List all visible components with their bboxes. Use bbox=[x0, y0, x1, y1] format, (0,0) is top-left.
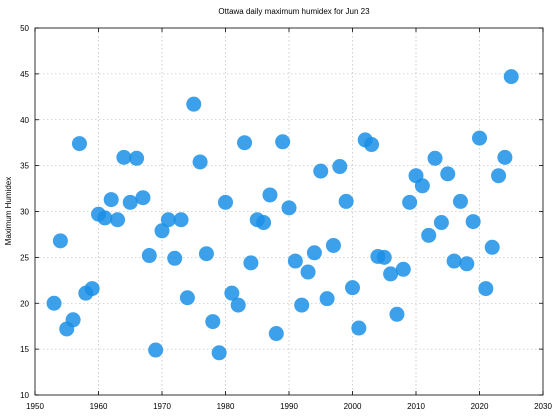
data-point bbox=[84, 281, 100, 297]
data-point bbox=[230, 297, 246, 313]
data-point bbox=[52, 233, 68, 249]
data-point bbox=[154, 223, 170, 239]
data-point bbox=[198, 246, 214, 262]
data-point bbox=[440, 166, 456, 182]
data-point bbox=[319, 291, 335, 307]
y-tick-label: 35 bbox=[20, 162, 29, 171]
data-point bbox=[110, 212, 126, 228]
data-point bbox=[421, 227, 437, 243]
data-point bbox=[497, 149, 513, 165]
data-point bbox=[345, 280, 360, 296]
data-point bbox=[300, 264, 316, 280]
data-point bbox=[351, 320, 367, 336]
data-points bbox=[46, 69, 519, 361]
data-point bbox=[179, 290, 195, 306]
data-point bbox=[46, 295, 62, 311]
data-point bbox=[376, 249, 392, 265]
data-point bbox=[192, 154, 208, 170]
y-tick-label: 15 bbox=[20, 345, 29, 354]
y-tick-label: 45 bbox=[20, 70, 29, 79]
data-point bbox=[103, 192, 119, 208]
x-tick-label: 1950 bbox=[26, 402, 44, 411]
data-point bbox=[256, 215, 272, 231]
data-point bbox=[186, 96, 202, 112]
chart-title: Ottawa daily maximum humidex for Jun 23 bbox=[218, 7, 370, 16]
data-point bbox=[389, 306, 405, 322]
data-point bbox=[281, 200, 297, 216]
x-tick-label: 1990 bbox=[280, 402, 298, 411]
data-point bbox=[465, 214, 481, 230]
data-point bbox=[459, 256, 475, 272]
x-tick-label: 2010 bbox=[407, 402, 425, 411]
data-point bbox=[160, 212, 176, 228]
data-point bbox=[65, 312, 81, 328]
data-point bbox=[148, 342, 164, 358]
axis-ticks: 1950 1960 1970 1980 1990 2000 2010 2020 20301015… bbox=[20, 24, 552, 411]
data-point bbox=[338, 193, 354, 209]
data-point bbox=[452, 193, 468, 209]
y-tick-label: 40 bbox=[20, 116, 29, 125]
y-tick-label: 30 bbox=[20, 208, 29, 217]
data-point bbox=[97, 210, 113, 226]
y-tick-label: 25 bbox=[20, 253, 29, 262]
data-point bbox=[294, 297, 310, 313]
data-point bbox=[402, 194, 418, 210]
x-tick-label: 1980 bbox=[217, 402, 235, 411]
x-tick-label: 2000 bbox=[344, 402, 362, 411]
data-point bbox=[484, 239, 500, 255]
data-point bbox=[427, 150, 443, 166]
y-axis-label: Maximum Humidex bbox=[4, 177, 13, 245]
grid-lines bbox=[35, 28, 543, 395]
data-point bbox=[306, 245, 322, 261]
x-tick-label: 1970 bbox=[153, 402, 171, 411]
data-point bbox=[503, 69, 519, 85]
data-point bbox=[141, 248, 157, 264]
y-tick-label: 50 bbox=[20, 24, 29, 33]
data-point bbox=[383, 266, 399, 282]
data-point bbox=[446, 253, 462, 269]
data-point bbox=[116, 149, 132, 165]
x-tick-label: 2030 bbox=[534, 402, 552, 411]
y-tick-label: 10 bbox=[20, 391, 29, 400]
data-point bbox=[218, 194, 233, 210]
y-tick-label: 20 bbox=[20, 299, 29, 308]
data-point bbox=[364, 137, 380, 153]
data-point bbox=[472, 130, 487, 146]
data-point bbox=[332, 159, 348, 175]
data-point bbox=[211, 345, 227, 361]
data-point bbox=[135, 190, 151, 206]
data-point bbox=[313, 163, 329, 179]
data-point bbox=[325, 237, 341, 253]
data-point bbox=[224, 285, 240, 301]
data-point bbox=[414, 178, 430, 194]
data-point bbox=[287, 253, 303, 269]
data-point bbox=[243, 255, 259, 271]
data-point bbox=[173, 212, 189, 228]
data-point bbox=[205, 314, 221, 330]
data-point bbox=[71, 136, 87, 152]
x-tick-label: 2020 bbox=[471, 402, 489, 411]
data-point bbox=[237, 135, 253, 151]
data-point bbox=[433, 215, 449, 231]
data-point bbox=[122, 194, 138, 210]
data-point bbox=[275, 134, 291, 150]
x-tick-label: 1960 bbox=[90, 402, 108, 411]
data-point bbox=[478, 281, 494, 297]
data-point bbox=[491, 168, 507, 184]
data-point bbox=[262, 187, 278, 203]
data-point bbox=[167, 250, 183, 266]
data-point bbox=[129, 150, 145, 166]
plot-frame bbox=[34, 27, 544, 396]
data-point bbox=[268, 326, 284, 342]
data-point bbox=[395, 261, 411, 277]
